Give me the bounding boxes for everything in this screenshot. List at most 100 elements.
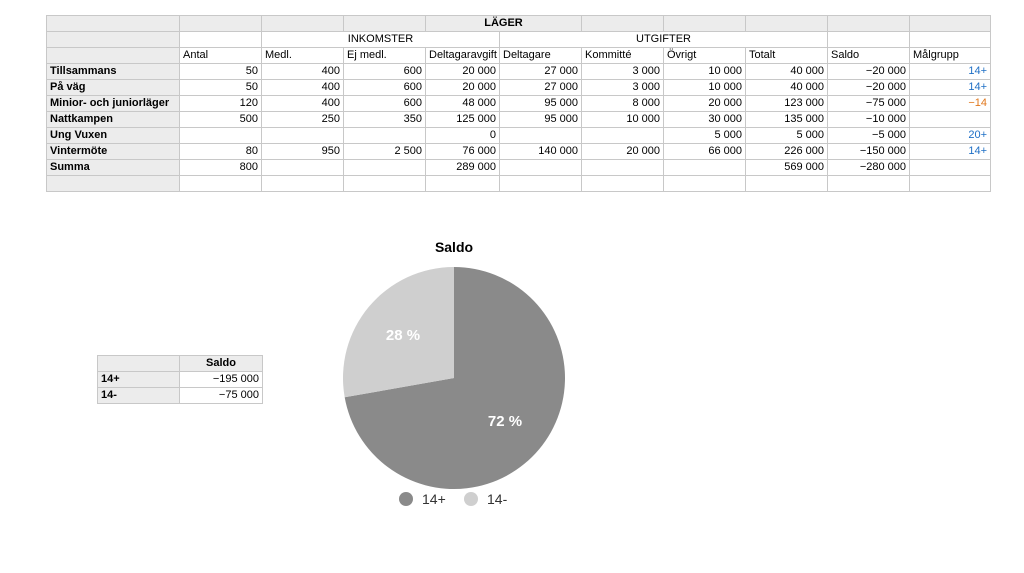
cell[interactable]: 800 — [179, 159, 262, 176]
cell[interactable] — [46, 175, 180, 192]
cell[interactable]: 950 — [261, 143, 344, 160]
cell[interactable] — [827, 175, 910, 192]
cell[interactable]: 120 — [179, 95, 262, 112]
legend-swatch[interactable] — [399, 492, 413, 506]
cell[interactable]: 40 000 — [745, 63, 828, 80]
cell[interactable] — [909, 175, 991, 192]
column-header[interactable]: Kommitté — [581, 47, 664, 64]
cell[interactable]: 600 — [343, 79, 426, 96]
row-label[interactable]: Vintermöte — [46, 143, 180, 160]
cell[interactable] — [581, 127, 664, 144]
cell[interactable]: 600 — [343, 63, 426, 80]
cell[interactable]: 289 000 — [425, 159, 500, 176]
cell[interactable]: −150 000 — [827, 143, 910, 160]
pie-chart[interactable]: Saldo 72 % 28 % 14+ 14- — [330, 230, 580, 520]
cell[interactable]: 250 — [261, 111, 344, 128]
cell[interactable]: 226 000 — [745, 143, 828, 160]
column-header[interactable]: Ej medl. — [343, 47, 426, 64]
cell[interactable] — [827, 31, 910, 48]
cell[interactable]: 27 000 — [499, 79, 582, 96]
group-header-income[interactable]: INKOMSTER — [261, 31, 500, 48]
cell[interactable] — [425, 175, 500, 192]
cell[interactable]: 30 000 — [663, 111, 746, 128]
column-header[interactable]: Deltagaravgift — [425, 47, 500, 64]
cell[interactable] — [745, 15, 828, 32]
cell[interactable]: 400 — [261, 79, 344, 96]
cell[interactable] — [581, 175, 664, 192]
cell[interactable]: 48 000 — [425, 95, 500, 112]
cell[interactable] — [179, 31, 262, 48]
cell[interactable]: 76 000 — [425, 143, 500, 160]
cell[interactable]: 20 000 — [425, 79, 500, 96]
cell[interactable]: 0 — [425, 127, 500, 144]
cell[interactable]: 5 000 — [745, 127, 828, 144]
cell[interactable] — [343, 175, 426, 192]
cell[interactable] — [179, 15, 262, 32]
cell[interactable] — [343, 127, 426, 144]
cell[interactable]: 10 000 — [663, 79, 746, 96]
target-group-cell[interactable] — [909, 111, 991, 128]
cell[interactable]: −20 000 — [827, 63, 910, 80]
pie-slice-14+[interactable] — [344, 267, 565, 489]
cell[interactable]: 500 — [179, 111, 262, 128]
cell[interactable] — [343, 159, 426, 176]
cell[interactable] — [581, 159, 664, 176]
column-header[interactable]: Medl. — [261, 47, 344, 64]
row-label[interactable]: 14- — [97, 387, 180, 404]
cell[interactable]: 135 000 — [745, 111, 828, 128]
cell[interactable]: 95 000 — [499, 95, 582, 112]
cell[interactable] — [909, 15, 991, 32]
column-header[interactable]: Målgrupp — [909, 47, 991, 64]
cell[interactable] — [46, 47, 180, 64]
cell[interactable] — [261, 159, 344, 176]
cell[interactable]: 8 000 — [581, 95, 664, 112]
cell[interactable]: 3 000 — [581, 63, 664, 80]
cell[interactable]: 3 000 — [581, 79, 664, 96]
row-label[interactable]: Summa — [46, 159, 180, 176]
cell[interactable]: −75 000 — [179, 387, 263, 404]
cell[interactable]: 50 — [179, 63, 262, 80]
target-group-cell[interactable]: 14+ — [909, 63, 991, 80]
group-header-expenses[interactable]: UTGIFTER — [499, 31, 828, 48]
cell[interactable]: 140 000 — [499, 143, 582, 160]
cell[interactable]: 10 000 — [581, 111, 664, 128]
cell[interactable]: 600 — [343, 95, 426, 112]
cell[interactable]: −20 000 — [827, 79, 910, 96]
cell[interactable] — [46, 31, 180, 48]
row-label[interactable]: Tillsammans — [46, 63, 180, 80]
row-label[interactable]: På väg — [46, 79, 180, 96]
legend-swatch[interactable] — [464, 492, 478, 506]
cell[interactable]: −195 000 — [179, 371, 263, 388]
cell[interactable]: 5 000 — [663, 127, 746, 144]
cell[interactable]: 10 000 — [663, 63, 746, 80]
column-header[interactable]: Totalt — [745, 47, 828, 64]
cell[interactable] — [261, 175, 344, 192]
target-group-cell[interactable]: −14 — [909, 95, 991, 112]
target-group-cell[interactable]: 14+ — [909, 143, 991, 160]
cell[interactable]: −280 000 — [827, 159, 910, 176]
cell[interactable] — [909, 31, 991, 48]
cell[interactable] — [499, 175, 582, 192]
cell[interactable] — [179, 175, 262, 192]
cell[interactable] — [581, 15, 664, 32]
cell[interactable] — [827, 15, 910, 32]
cell[interactable] — [343, 15, 426, 32]
cell[interactable]: 50 — [179, 79, 262, 96]
row-label[interactable]: Ung Vuxen — [46, 127, 180, 144]
cell[interactable] — [46, 15, 180, 32]
row-label[interactable]: Minior- och juniorläger — [46, 95, 180, 112]
cell[interactable]: 400 — [261, 63, 344, 80]
cell[interactable]: −10 000 — [827, 111, 910, 128]
cell[interactable]: −75 000 — [827, 95, 910, 112]
cell[interactable]: 20 000 — [425, 63, 500, 80]
cell[interactable]: 66 000 — [663, 143, 746, 160]
cell[interactable] — [499, 127, 582, 144]
row-label[interactable]: Nattkampen — [46, 111, 180, 128]
cell[interactable]: 40 000 — [745, 79, 828, 96]
cell[interactable] — [261, 15, 344, 32]
legend-label[interactable]: 14+ — [422, 491, 446, 507]
cell[interactable]: 20 000 — [581, 143, 664, 160]
cell[interactable]: 2 500 — [343, 143, 426, 160]
cell[interactable]: 350 — [343, 111, 426, 128]
cell[interactable]: 569 000 — [745, 159, 828, 176]
